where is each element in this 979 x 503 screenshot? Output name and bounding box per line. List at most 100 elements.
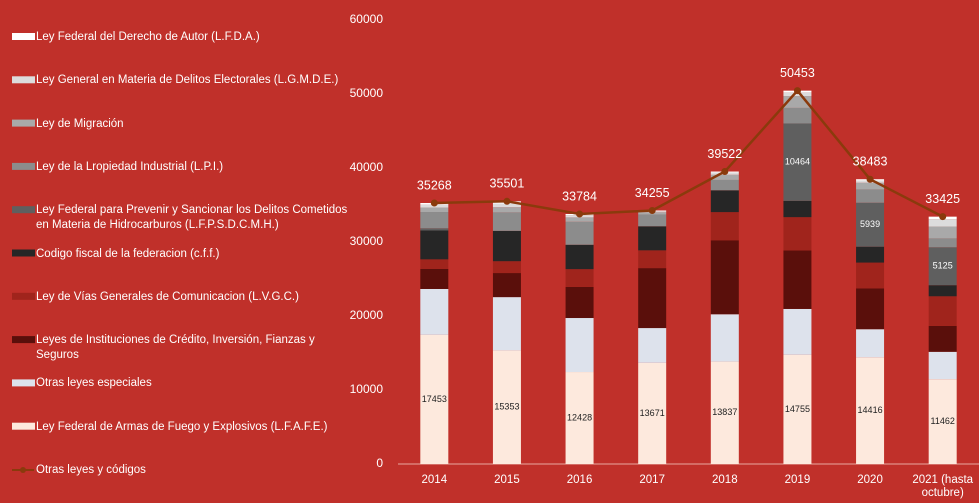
bar-segment	[856, 246, 885, 263]
legend-label: Ley Federal para Prevenir y Sancionar lo…	[36, 204, 348, 232]
x-tick-label: 2019	[784, 474, 811, 486]
y-tick-label: 20000	[350, 308, 384, 322]
legend-swatch	[12, 206, 35, 214]
bar-segment	[565, 286, 594, 319]
bar-segment	[492, 212, 521, 231]
bar-segment	[783, 107, 812, 124]
bar-segment	[420, 207, 449, 213]
x-tick-label: 2021 (hasta octubre)	[912, 474, 974, 499]
total-label: 35268	[417, 178, 452, 192]
bar-segment	[638, 328, 667, 363]
x-tick-label: 2017	[639, 474, 665, 486]
bar-segment	[856, 189, 885, 203]
bar-segment	[492, 203, 521, 208]
bar-segment	[420, 212, 449, 229]
bar-segment	[710, 212, 739, 241]
line-marker	[721, 168, 729, 176]
bar-segment	[638, 226, 667, 251]
x-tick-label: 2014	[421, 474, 448, 486]
bar-segment	[783, 354, 812, 464]
y-tick-label: 10000	[350, 382, 384, 396]
x-tick-label: 2016	[566, 474, 593, 486]
legend-label: Ley de la Lropiedad Industrial (L.P.I.)	[36, 160, 224, 173]
data-label: 12428	[567, 412, 592, 422]
bar-segment	[928, 285, 957, 297]
bar-segment	[420, 228, 449, 231]
bar-segment	[928, 219, 957, 227]
legend-swatch	[20, 467, 26, 473]
bar-segment	[856, 202, 885, 247]
bar-segment	[638, 250, 667, 269]
data-label: 5939	[860, 219, 880, 229]
bar-segment	[783, 308, 812, 355]
bar-segment	[492, 261, 521, 274]
x-tick-label: 2020	[857, 474, 883, 486]
bar-segment	[710, 314, 739, 362]
line-marker	[939, 213, 947, 221]
bar-segment	[783, 200, 812, 218]
total-label: 35501	[490, 177, 525, 191]
bar-segment	[710, 174, 739, 180]
bar-segment	[783, 217, 812, 251]
bar-segment	[928, 296, 957, 326]
data-label: 14416	[858, 405, 883, 415]
bar-segment	[856, 262, 885, 289]
data-label: 17453	[422, 394, 447, 404]
bar-segment	[492, 350, 521, 464]
bar-segment	[783, 123, 812, 201]
line-marker	[576, 210, 584, 218]
legend-label: Ley General en Materia de Delitos Electo…	[36, 74, 339, 87]
bar-segment	[783, 92, 812, 97]
bar-segment	[420, 334, 449, 464]
bar-segment	[710, 190, 739, 213]
bar-segment	[710, 179, 739, 191]
bar-segment	[420, 230, 449, 260]
legend-label: Codigo fiscal de la federacion (c.f.f.)	[36, 247, 220, 260]
bar-segment	[565, 269, 594, 287]
bar-segment	[928, 351, 957, 380]
bar-segment	[492, 230, 521, 262]
legend-swatch	[12, 379, 35, 387]
y-tick-label: 50000	[350, 86, 384, 100]
bar-segment	[928, 379, 957, 464]
bar-segment	[710, 240, 739, 315]
line	[434, 88, 944, 218]
data-label: 5125	[933, 261, 953, 271]
total-label: 39522	[707, 147, 742, 161]
legend-label: Ley Federal de Armas de Fuego y Explosiv…	[36, 420, 328, 433]
data-label: 10464	[785, 157, 810, 167]
legend-swatch	[12, 119, 35, 127]
bar-segment	[928, 247, 957, 286]
data-label: 13837	[712, 407, 737, 417]
legend-swatch	[12, 336, 35, 344]
y-tick-label: 60000	[350, 12, 384, 26]
bar-segment	[492, 207, 521, 213]
line-marker	[648, 207, 656, 215]
legend-swatch	[12, 422, 35, 430]
bar-segment	[856, 357, 885, 464]
total-label: 33425	[925, 192, 960, 206]
bar-segment	[565, 221, 594, 245]
bar-segment	[928, 226, 957, 239]
bar-segment	[565, 217, 594, 222]
y-tick-label: 40000	[350, 160, 384, 174]
legend-label: Ley de Vías Generales de Comunicacion (L…	[36, 290, 299, 303]
bar-segment	[492, 273, 521, 298]
total-label: 50453	[780, 66, 815, 80]
bar-segment	[638, 214, 667, 227]
bar-segment	[638, 362, 667, 464]
bar-segment	[565, 372, 594, 464]
x-tick-label: 2018	[712, 474, 738, 486]
bar-segment	[856, 182, 885, 190]
legend-swatch	[12, 249, 35, 257]
legend-swatch	[12, 76, 35, 84]
y-tick-label: 0	[376, 456, 383, 470]
bar-segment	[420, 259, 449, 269]
line-marker	[430, 199, 438, 207]
bar-segment	[492, 297, 521, 351]
bar-segment	[565, 318, 594, 373]
x-tick-label: 2015	[494, 474, 520, 486]
legend-label: Otras leyes especiales	[36, 377, 152, 390]
